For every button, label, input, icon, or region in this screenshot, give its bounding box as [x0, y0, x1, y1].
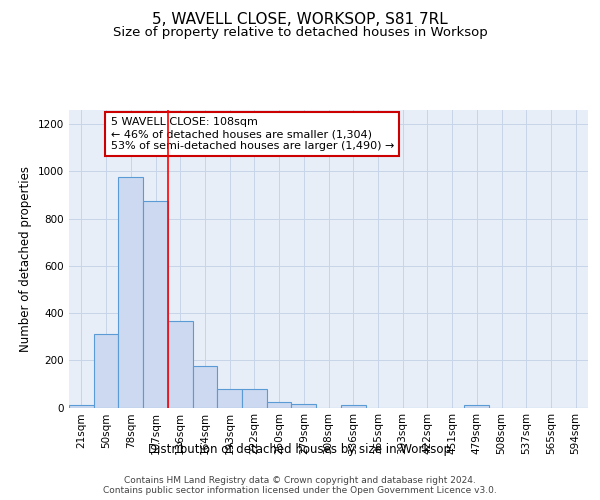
Bar	[292, 404, 316, 407]
Text: Distribution of detached houses by size in Worksop: Distribution of detached houses by size …	[149, 442, 452, 456]
Bar	[341, 405, 365, 407]
Text: Contains HM Land Registry data © Crown copyright and database right 2024.
Contai: Contains HM Land Registry data © Crown c…	[103, 476, 497, 495]
Bar	[217, 388, 242, 407]
Bar	[69, 405, 94, 407]
Bar	[143, 201, 168, 408]
Bar	[193, 366, 217, 408]
Bar	[94, 334, 118, 407]
Text: 5 WAVELL CLOSE: 108sqm
← 46% of detached houses are smaller (1,304)
53% of semi-: 5 WAVELL CLOSE: 108sqm ← 46% of detached…	[110, 118, 394, 150]
Text: Size of property relative to detached houses in Worksop: Size of property relative to detached ho…	[113, 26, 487, 39]
Bar	[242, 388, 267, 407]
Bar	[464, 405, 489, 407]
Bar	[267, 402, 292, 407]
Bar	[118, 178, 143, 408]
Text: 5, WAVELL CLOSE, WORKSOP, S81 7RL: 5, WAVELL CLOSE, WORKSOP, S81 7RL	[152, 12, 448, 28]
Y-axis label: Number of detached properties: Number of detached properties	[19, 166, 32, 352]
Bar	[168, 322, 193, 408]
